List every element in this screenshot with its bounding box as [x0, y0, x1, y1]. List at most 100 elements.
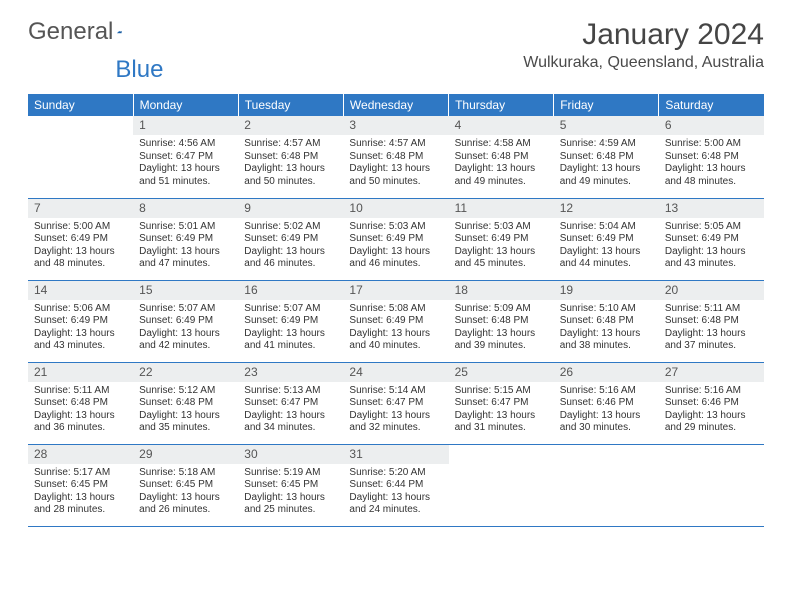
- sunrise-line: Sunrise: 5:09 AM: [455, 303, 548, 316]
- day-details: Sunrise: 5:19 AMSunset: 6:45 PMDaylight:…: [238, 464, 343, 521]
- daylight-line: Daylight: 13 hours and 46 minutes.: [349, 246, 442, 271]
- sunrise-line: Sunrise: 5:19 AM: [244, 467, 337, 480]
- day-number: 9: [238, 199, 343, 218]
- calendar-day-cell: 6Sunrise: 5:00 AMSunset: 6:48 PMDaylight…: [659, 116, 764, 198]
- sunrise-line: Sunrise: 5:11 AM: [665, 303, 758, 316]
- day-details: Sunrise: 5:17 AMSunset: 6:45 PMDaylight:…: [28, 464, 133, 521]
- calendar-day-cell: 25Sunrise: 5:15 AMSunset: 6:47 PMDayligh…: [449, 362, 554, 444]
- sunrise-line: Sunrise: 4:57 AM: [244, 138, 337, 151]
- day-details: Sunrise: 5:14 AMSunset: 6:47 PMDaylight:…: [343, 382, 448, 439]
- sunrise-line: Sunrise: 5:05 AM: [665, 221, 758, 234]
- day-details: Sunrise: 4:57 AMSunset: 6:48 PMDaylight:…: [238, 135, 343, 192]
- day-number: 2: [238, 116, 343, 135]
- calendar-day-cell: 29Sunrise: 5:18 AMSunset: 6:45 PMDayligh…: [133, 444, 238, 526]
- sunset-line: Sunset: 6:49 PM: [34, 315, 127, 328]
- day-details: Sunrise: 4:56 AMSunset: 6:47 PMDaylight:…: [133, 135, 238, 192]
- calendar-table: Sunday Monday Tuesday Wednesday Thursday…: [28, 94, 764, 527]
- daylight-line: Daylight: 13 hours and 46 minutes.: [244, 246, 337, 271]
- day-details: Sunrise: 5:12 AMSunset: 6:48 PMDaylight:…: [133, 382, 238, 439]
- sunrise-line: Sunrise: 5:01 AM: [139, 221, 232, 234]
- sunset-line: Sunset: 6:47 PM: [244, 397, 337, 410]
- daylight-line: Daylight: 13 hours and 48 minutes.: [665, 163, 758, 188]
- calendar-day-cell: 21Sunrise: 5:11 AMSunset: 6:48 PMDayligh…: [28, 362, 133, 444]
- calendar-day-cell: 9 Sunrise: 5:02 AMSunset: 6:49 PMDaylight…: [238, 198, 343, 280]
- day-details: Sunrise: 5:09 AMSunset: 6:48 PMDaylight:…: [449, 300, 554, 357]
- calendar-header-row: Sunday Monday Tuesday Wednesday Thursday…: [28, 94, 764, 116]
- sunset-line: Sunset: 6:47 PM: [349, 397, 442, 410]
- day-details: Sunrise: 5:04 AMSunset: 6:49 PMDaylight:…: [554, 218, 659, 275]
- sunset-line: Sunset: 6:46 PM: [560, 397, 653, 410]
- daylight-line: Daylight: 13 hours and 50 minutes.: [349, 163, 442, 188]
- daylight-line: Daylight: 13 hours and 48 minutes.: [34, 246, 127, 271]
- day-number: 24: [343, 363, 448, 382]
- sunset-line: Sunset: 6:47 PM: [139, 151, 232, 164]
- daylight-line: Daylight: 13 hours and 44 minutes.: [560, 246, 653, 271]
- daylight-line: Daylight: 13 hours and 47 minutes.: [139, 246, 232, 271]
- sunrise-line: Sunrise: 5:02 AM: [244, 221, 337, 234]
- calendar-day-cell: 10Sunrise: 5:03 AMSunset: 6:49 PMDayligh…: [343, 198, 448, 280]
- day-number: 18: [449, 281, 554, 300]
- calendar-day-cell: 14Sunrise: 5:06 AMSunset: 6:49 PMDayligh…: [28, 280, 133, 362]
- day-details: Sunrise: 5:01 AMSunset: 6:49 PMDaylight:…: [133, 218, 238, 275]
- sunset-line: Sunset: 6:49 PM: [665, 233, 758, 246]
- day-number: 28: [28, 445, 133, 464]
- brand-logo: General: [28, 18, 145, 46]
- daylight-line: Daylight: 13 hours and 39 minutes.: [455, 328, 548, 353]
- day-details: Sunrise: 5:08 AMSunset: 6:49 PMDaylight:…: [343, 300, 448, 357]
- calendar-day-cell: 7Sunrise: 5:00 AMSunset: 6:49 PMDaylight…: [28, 198, 133, 280]
- sunset-line: Sunset: 6:47 PM: [455, 397, 548, 410]
- day-number: 22: [133, 363, 238, 382]
- calendar-day-cell: 17Sunrise: 5:08 AMSunset: 6:49 PMDayligh…: [343, 280, 448, 362]
- sunset-line: Sunset: 6:48 PM: [665, 315, 758, 328]
- daylight-line: Daylight: 13 hours and 26 minutes.: [139, 492, 232, 517]
- sunset-line: Sunset: 6:48 PM: [455, 315, 548, 328]
- day-number: 25: [449, 363, 554, 382]
- brand-word-2: Blue: [115, 56, 163, 84]
- sunset-line: Sunset: 6:48 PM: [560, 151, 653, 164]
- weekday-header: Sunday: [28, 94, 133, 116]
- day-number: 4: [449, 116, 554, 135]
- day-number: 26: [554, 363, 659, 382]
- daylight-line: Daylight: 13 hours and 32 minutes.: [349, 410, 442, 435]
- calendar-day-cell: 15Sunrise: 5:07 AMSunset: 6:49 PMDayligh…: [133, 280, 238, 362]
- day-number: 17: [343, 281, 448, 300]
- sunset-line: Sunset: 6:48 PM: [560, 315, 653, 328]
- sunrise-line: Sunrise: 5:14 AM: [349, 385, 442, 398]
- daylight-line: Daylight: 13 hours and 24 minutes.: [349, 492, 442, 517]
- day-details: Sunrise: 5:13 AMSunset: 6:47 PMDaylight:…: [238, 382, 343, 439]
- sunset-line: Sunset: 6:49 PM: [244, 233, 337, 246]
- sunrise-line: Sunrise: 5:03 AM: [349, 221, 442, 234]
- sunrise-line: Sunrise: 5:08 AM: [349, 303, 442, 316]
- sunrise-line: Sunrise: 5:04 AM: [560, 221, 653, 234]
- calendar-day-cell: [449, 444, 554, 526]
- calendar-day-cell: [28, 116, 133, 198]
- day-number: 20: [659, 281, 764, 300]
- daylight-line: Daylight: 13 hours and 49 minutes.: [560, 163, 653, 188]
- sunset-line: Sunset: 6:49 PM: [560, 233, 653, 246]
- day-number: 6: [659, 116, 764, 135]
- day-details: Sunrise: 4:59 AMSunset: 6:48 PMDaylight:…: [554, 135, 659, 192]
- sunrise-line: Sunrise: 5:16 AM: [665, 385, 758, 398]
- calendar-day-cell: 24Sunrise: 5:14 AMSunset: 6:47 PMDayligh…: [343, 362, 448, 444]
- calendar-day-cell: 16Sunrise: 5:07 AMSunset: 6:49 PMDayligh…: [238, 280, 343, 362]
- day-details: Sunrise: 4:58 AMSunset: 6:48 PMDaylight:…: [449, 135, 554, 192]
- sunrise-line: Sunrise: 5:00 AM: [34, 221, 127, 234]
- day-details: Sunrise: 5:16 AMSunset: 6:46 PMDaylight:…: [554, 382, 659, 439]
- daylight-line: Daylight: 13 hours and 29 minutes.: [665, 410, 758, 435]
- sunrise-line: Sunrise: 5:07 AM: [244, 303, 337, 316]
- daylight-line: Daylight: 13 hours and 31 minutes.: [455, 410, 548, 435]
- calendar-day-cell: 4Sunrise: 4:58 AMSunset: 6:48 PMDaylight…: [449, 116, 554, 198]
- day-details: Sunrise: 5:03 AMSunset: 6:49 PMDaylight:…: [449, 218, 554, 275]
- calendar-day-cell: 27Sunrise: 5:16 AMSunset: 6:46 PMDayligh…: [659, 362, 764, 444]
- day-details: Sunrise: 5:07 AMSunset: 6:49 PMDaylight:…: [238, 300, 343, 357]
- sunset-line: Sunset: 6:49 PM: [34, 233, 127, 246]
- sunrise-line: Sunrise: 5:13 AM: [244, 385, 337, 398]
- daylight-line: Daylight: 13 hours and 36 minutes.: [34, 410, 127, 435]
- day-number: 15: [133, 281, 238, 300]
- calendar-day-cell: 2Sunrise: 4:57 AMSunset: 6:48 PMDaylight…: [238, 116, 343, 198]
- calendar-week-row: 14Sunrise: 5:06 AMSunset: 6:49 PMDayligh…: [28, 280, 764, 362]
- daylight-line: Daylight: 13 hours and 45 minutes.: [455, 246, 548, 271]
- day-number: 30: [238, 445, 343, 464]
- day-number: 8: [133, 199, 238, 218]
- calendar-day-cell: 31Sunrise: 5:20 AMSunset: 6:44 PMDayligh…: [343, 444, 448, 526]
